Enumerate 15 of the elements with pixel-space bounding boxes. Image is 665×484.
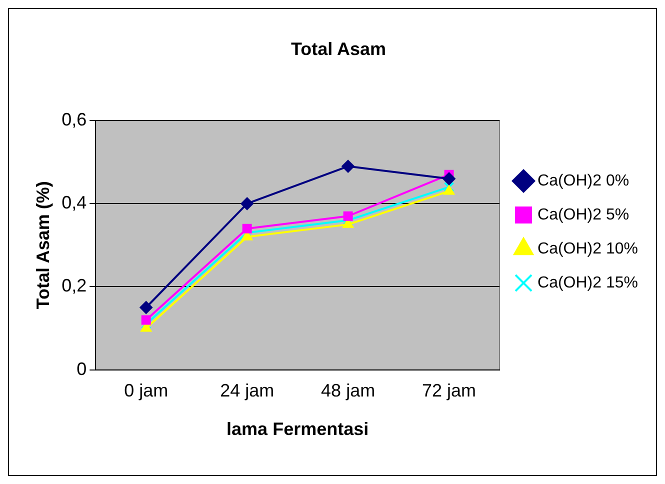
y-tick-label: 0 (76, 358, 87, 379)
y-tick-label: 0,2 (62, 276, 87, 296)
x-tick-label: 48 jam (321, 380, 376, 401)
y-axis-title: Total Asam (%) (32, 181, 53, 310)
x-tick-label: 24 jam (220, 380, 274, 401)
legend-label: Ca(OH)2 15% (538, 274, 638, 292)
x-axis-title: lama Fermentasi (226, 419, 369, 440)
x-tick-label: 72 jam (422, 380, 476, 401)
legend-label: Ca(OH)2 5% (538, 206, 630, 224)
legend-label: Ca(OH)2 10% (538, 240, 638, 258)
x-tick-label: 0 jam (124, 380, 168, 401)
y-tick-label: 0,4 (62, 192, 87, 213)
chart-title: Total Asam (290, 38, 386, 59)
y-tick-label: 0,6 (62, 110, 87, 130)
legend-label: Ca(OH)2 0% (538, 172, 630, 190)
